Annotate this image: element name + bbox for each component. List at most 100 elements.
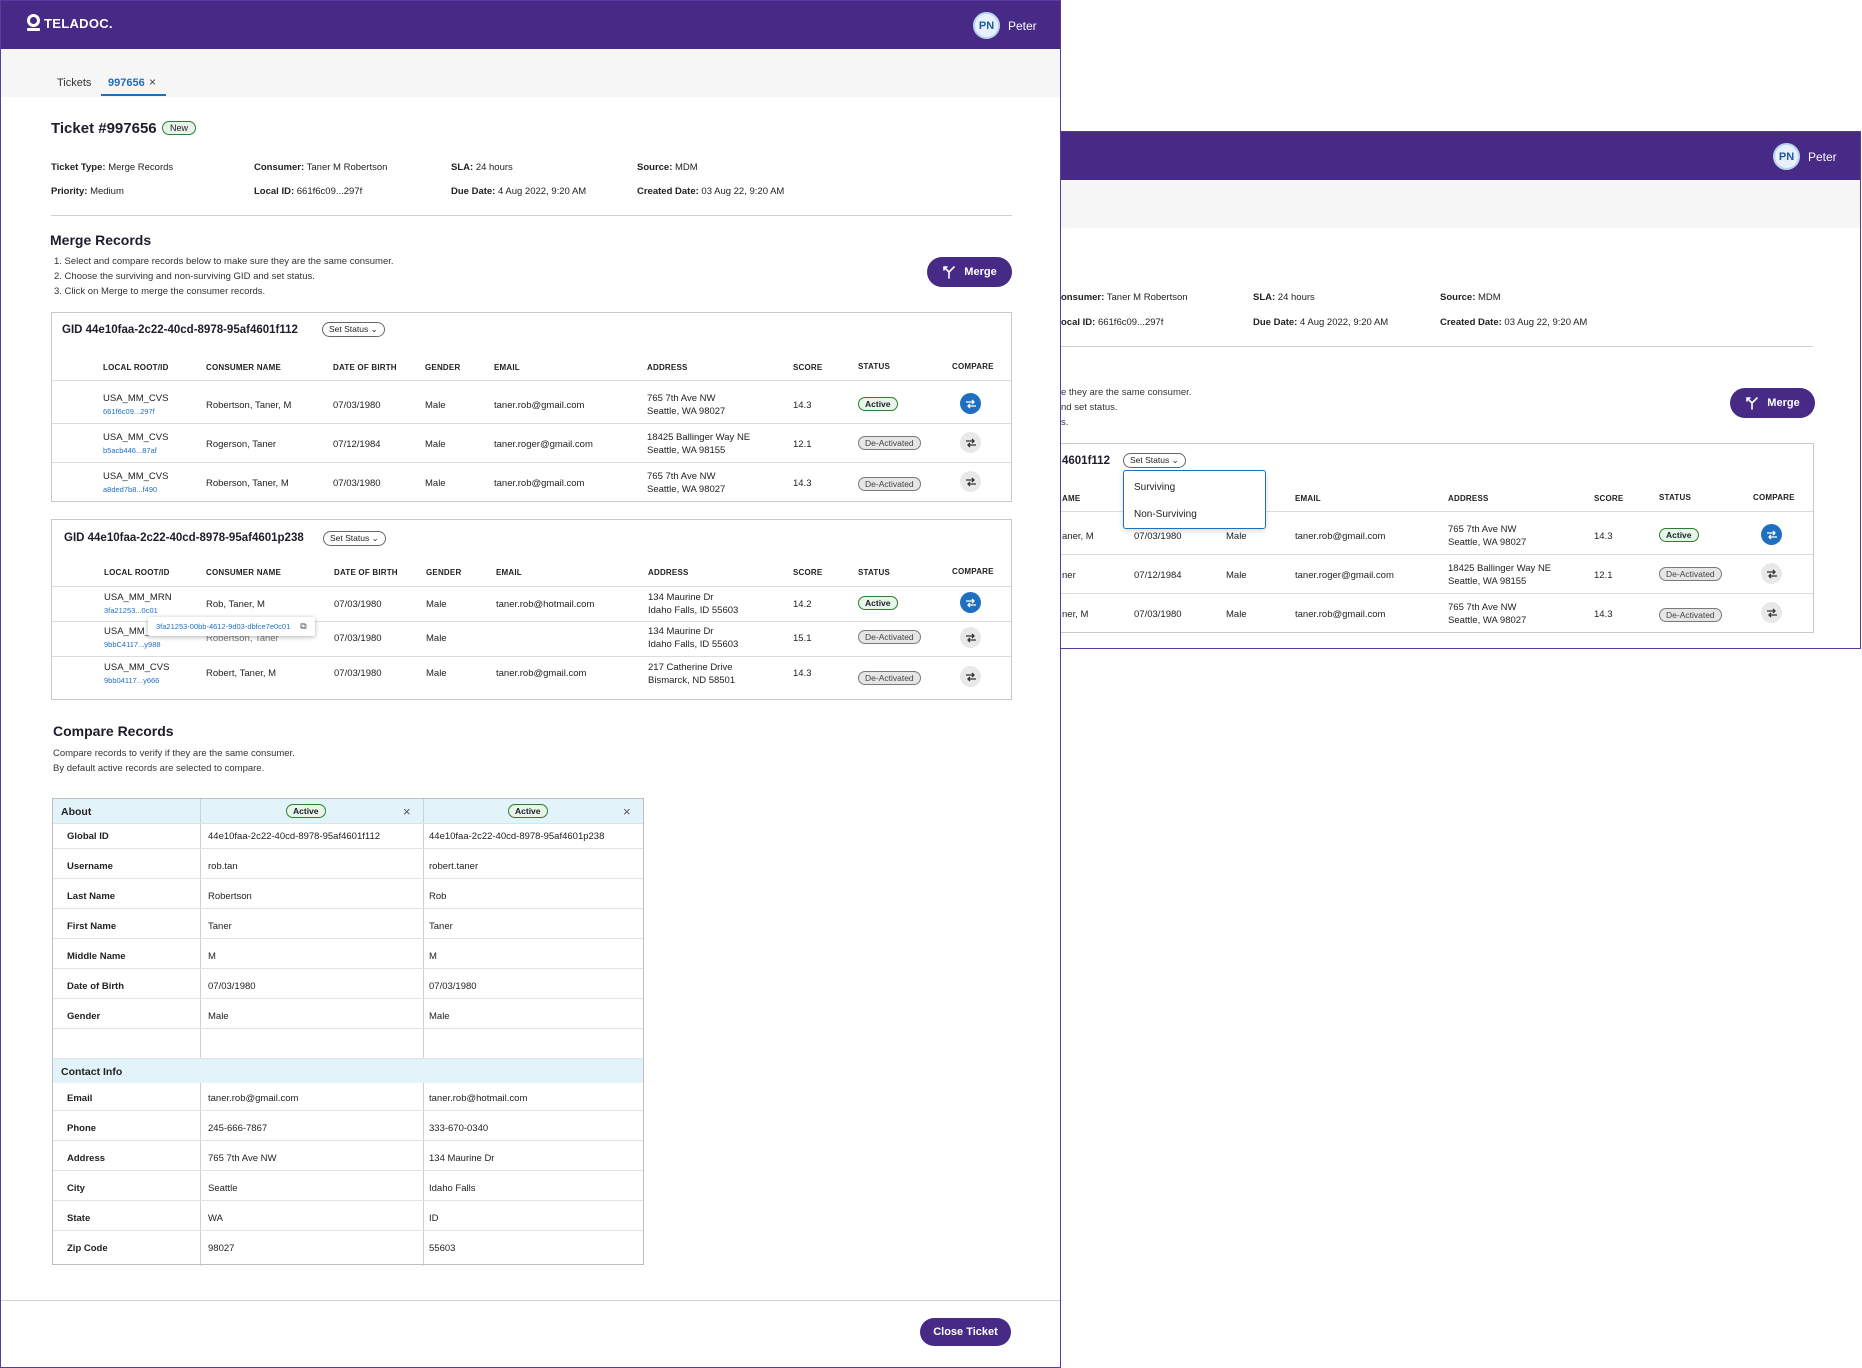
- row-gender: Male: [1226, 609, 1247, 620]
- compare-toggle[interactable]: [960, 432, 981, 453]
- row-address-line2: Seattle, WA 98027: [1448, 537, 1527, 548]
- row-address-line2: Seattle, WA 98027: [647, 406, 726, 417]
- teladoc-logo[interactable]: TELADOC.: [27, 14, 113, 32]
- copy-icon[interactable]: ⧉: [300, 621, 307, 631]
- set-status-menu: Surviving Non-Surviving: [1123, 470, 1266, 529]
- contact-value-a: 245-666-7867: [208, 1123, 268, 1134]
- merge-button[interactable]: Merge: [927, 257, 1012, 287]
- chevron-down-icon: ⌄: [371, 533, 379, 543]
- row-gender: Male: [1226, 531, 1247, 542]
- compare-toggle[interactable]: [960, 393, 981, 414]
- row-gender: Male: [426, 633, 447, 644]
- row-local-id-link[interactable]: 661f6c09...297f: [103, 407, 155, 416]
- set-status-dropdown-open[interactable]: Set Status ⌄: [1123, 453, 1186, 468]
- col-address: ADDRESS: [648, 568, 689, 577]
- set-status-dropdown-1[interactable]: Set Status ⌄: [322, 322, 385, 337]
- compare-table: About Active × Active × Global ID 44e10f…: [52, 798, 644, 1266]
- menu-item-non-surviving[interactable]: Non-Surviving: [1134, 509, 1197, 520]
- col-compare: COMPARE: [1753, 493, 1795, 502]
- tab-tickets[interactable]: Tickets: [57, 77, 92, 89]
- compare-toggle[interactable]: [1761, 602, 1782, 623]
- chevron-down-icon: ⌄: [1171, 455, 1179, 465]
- row-score: 14.3: [793, 400, 812, 411]
- user-name: Peter: [1808, 149, 1837, 164]
- user-menu[interactable]: PN Peter: [1773, 143, 1837, 170]
- row-address-line1: 765 7th Ave NW: [1448, 524, 1517, 535]
- contact-info-header: [53, 1059, 643, 1083]
- close-ticket-button[interactable]: Close Ticket: [920, 1318, 1011, 1346]
- menu-item-surviving[interactable]: Surviving: [1134, 482, 1176, 493]
- remove-record-b-icon[interactable]: ×: [623, 804, 631, 819]
- top-nav-bar: TELADOC. PN Peter: [1, 1, 1060, 49]
- gid-2-title: GID 44e10faa-2c22-40cd-8978-95af4601p238: [64, 532, 304, 544]
- ticket-type: Ticket Type: Merge Records: [51, 162, 174, 173]
- col-dob: DATE OF BIRTH: [333, 363, 397, 372]
- row-status-badge: De-Activated: [858, 630, 921, 644]
- about-label: Last Name: [67, 891, 116, 902]
- contact-value-a: taner.rob@gmail.com: [208, 1093, 299, 1104]
- row-local-root: USA_MM_CVS: [103, 471, 169, 482]
- row-status-badge: Active: [1659, 528, 1699, 542]
- compare-toggle[interactable]: [1761, 524, 1782, 545]
- contact-value-b: taner.rob@hotmail.com: [429, 1093, 528, 1104]
- contact-value-b: Idaho Falls: [429, 1183, 476, 1194]
- ticket-due-date: Due Date: 4 Aug 2022, 9:20 AM: [1253, 317, 1389, 328]
- merge-step-2-fragment: nd set status.: [1061, 402, 1118, 413]
- compare-toggle[interactable]: [1761, 563, 1782, 584]
- tab-ticket-997656[interactable]: 997656: [108, 77, 145, 89]
- active-tab-indicator: [101, 94, 166, 96]
- ticket-local-id: Local ID: 661f6c09...297f: [254, 186, 363, 197]
- tab-close-icon[interactable]: ×: [149, 75, 157, 89]
- col-email: EMAIL: [494, 363, 520, 372]
- row-local-id-link[interactable]: b5acb446...87af: [103, 446, 157, 455]
- about-value-b: robert.taner: [429, 861, 479, 872]
- avatar: PN: [1773, 143, 1800, 170]
- row-dob: 07/12/1984: [333, 439, 381, 450]
- row-status-badge: De-Activated: [1659, 608, 1722, 622]
- row-status-badge: De-Activated: [858, 671, 921, 685]
- about-value-a: Robertson: [208, 891, 252, 902]
- col-compare: COMPARE: [952, 362, 994, 371]
- compare-toggle[interactable]: [960, 471, 981, 492]
- row-dob: 07/03/1980: [333, 400, 381, 411]
- row-local-id-link[interactable]: 9bb04117...y666: [104, 676, 160, 685]
- about-value-b: 44e10faa-2c22-40cd-8978-95af4601p238: [429, 831, 605, 842]
- contact-label: State: [67, 1213, 91, 1224]
- avatar: PN: [973, 12, 1000, 39]
- contact-label: Address: [67, 1153, 106, 1164]
- row-status-badge: De-Activated: [858, 477, 921, 491]
- row-local-id-link[interactable]: 9bbC4117...y988: [104, 640, 161, 649]
- compare-toggle[interactable]: [960, 592, 981, 613]
- row-local-root: USA_MM_CVS: [104, 662, 170, 673]
- merge-button[interactable]: Merge: [1730, 388, 1815, 418]
- user-menu[interactable]: PN Peter: [973, 12, 1037, 39]
- compare-arrows-icon: [965, 477, 976, 486]
- about-value-a: 44e10faa-2c22-40cd-8978-95af4601f112: [208, 831, 381, 842]
- compare-toggle[interactable]: [960, 627, 981, 648]
- col-local-root: LOCAL ROOT/ID: [103, 363, 169, 372]
- compare-toggle[interactable]: [960, 666, 981, 687]
- col-status: STATUS: [858, 568, 891, 577]
- compare-arrows-icon: [1766, 530, 1777, 539]
- row-status-badge: Active: [858, 397, 898, 411]
- row-address-line2: Seattle, WA 98027: [647, 484, 726, 495]
- about-value-b: Male: [429, 1011, 450, 1022]
- merge-step-1: 1. Select and compare records below to m…: [54, 256, 394, 267]
- col-compare: COMPARE: [952, 567, 994, 576]
- contact-value-b: 55603: [429, 1243, 456, 1254]
- ticket-source: Source: MDM: [637, 162, 698, 173]
- row-local-id-link[interactable]: a8ded7b8...f490: [103, 485, 158, 494]
- row-status-badge: Active: [858, 596, 898, 610]
- ticket-sla: SLA: 24 hours: [451, 162, 513, 173]
- gid-group-1-cropped: 4601f112 Set Status ⌄ AME EMAIL ADDRESS …: [1061, 443, 1814, 633]
- ticket-consumer: Consumer: Taner M Robertson: [254, 162, 388, 173]
- row-local-id-link[interactable]: 3fa21253...0c01: [104, 606, 158, 615]
- footer-divider: [1, 1300, 1060, 1301]
- ticket-title: Ticket #997656: [51, 120, 157, 137]
- row-dob: 07/03/1980: [334, 633, 382, 644]
- remove-record-a-icon[interactable]: ×: [403, 804, 411, 819]
- set-status-dropdown-2[interactable]: Set Status ⌄: [323, 531, 386, 546]
- row-email: taner.rob@gmail.com: [494, 400, 585, 411]
- row-name: Robertson, Taner: [206, 633, 279, 644]
- gid-1-title: 4601f112: [1062, 455, 1110, 467]
